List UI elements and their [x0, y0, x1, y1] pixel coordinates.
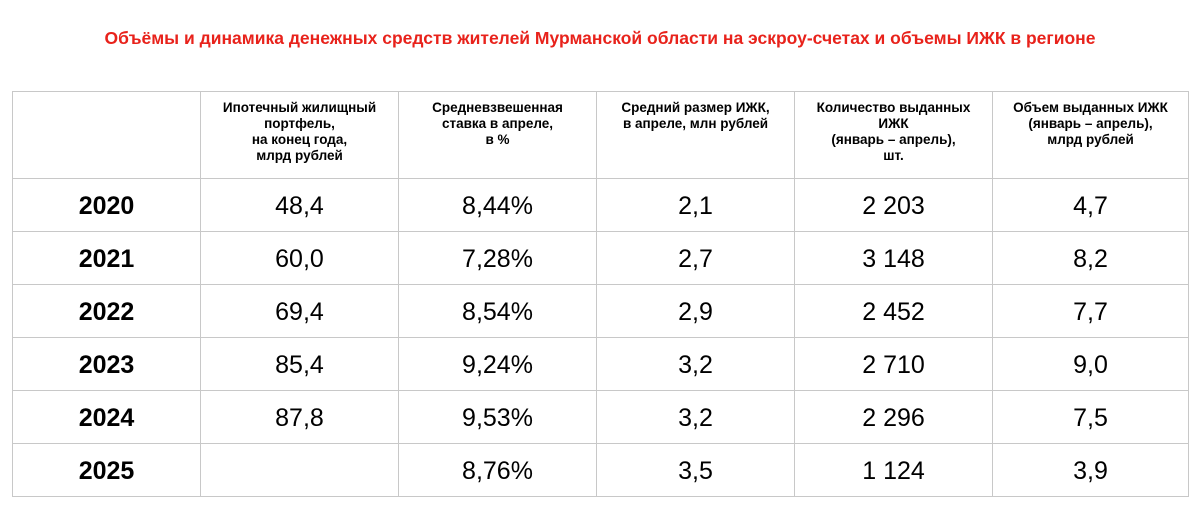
avg-size-cell: 3,2: [596, 337, 795, 391]
rate-cell: 7,28%: [398, 231, 597, 285]
count-cell: 1 124: [794, 443, 993, 497]
portfolio-cell: 85,4: [200, 337, 399, 391]
volume-cell: 7,7: [992, 284, 1189, 338]
header-weighted-rate: Средневзвешенная ставка в апреле, в %: [398, 91, 597, 179]
mortgage-data-table: Ипотечный жилищный портфель, на конец го…: [12, 91, 1189, 497]
count-cell: 2 203: [794, 178, 993, 232]
portfolio-cell: 48,4: [200, 178, 399, 232]
portfolio-cell: [200, 443, 399, 497]
year-cell: 2022: [12, 284, 201, 338]
avg-size-cell: 3,2: [596, 390, 795, 444]
volume-cell: 8,2: [992, 231, 1189, 285]
count-cell: 2 710: [794, 337, 993, 391]
table-row: 2022 69,4 8,54% 2,9 2 452 7,7: [12, 284, 1189, 338]
table-header-row: Ипотечный жилищный портфель, на конец го…: [12, 91, 1189, 179]
table-row: 2024 87,8 9,53% 3,2 2 296 7,5: [12, 390, 1189, 444]
portfolio-cell: 69,4: [200, 284, 399, 338]
table-row: 2020 48,4 8,44% 2,1 2 203 4,7: [12, 178, 1189, 232]
header-average-loan-size: Средний размер ИЖК, в апреле, млн рублей: [596, 91, 795, 179]
header-year: [12, 91, 201, 179]
rate-cell: 9,24%: [398, 337, 597, 391]
avg-size-cell: 3,5: [596, 443, 795, 497]
year-cell: 2020: [12, 178, 201, 232]
avg-size-cell: 2,7: [596, 231, 795, 285]
table-row: 2021 60,0 7,28% 2,7 3 148 8,2: [12, 231, 1189, 285]
header-loans-count: Количество выданных ИЖК (январь – апрель…: [794, 91, 993, 179]
count-cell: 3 148: [794, 231, 993, 285]
table-row: 2025 8,76% 3,5 1 124 3,9: [12, 443, 1189, 497]
header-loans-volume: Объем выданных ИЖК (январь – апрель), мл…: [992, 91, 1189, 179]
rate-cell: 8,76%: [398, 443, 597, 497]
volume-cell: 3,9: [992, 443, 1189, 497]
page-title: Объёмы и динамика денежных средств жител…: [104, 28, 1096, 48]
volume-cell: 7,5: [992, 390, 1189, 444]
year-cell: 2021: [12, 231, 201, 285]
year-cell: 2025: [12, 443, 201, 497]
count-cell: 2 452: [794, 284, 993, 338]
volume-cell: 4,7: [992, 178, 1189, 232]
header-mortgage-portfolio: Ипотечный жилищный портфель, на конец го…: [200, 91, 399, 179]
avg-size-cell: 2,1: [596, 178, 795, 232]
table-row: 2023 85,4 9,24% 3,2 2 710 9,0: [12, 337, 1189, 391]
year-cell: 2023: [12, 337, 201, 391]
count-cell: 2 296: [794, 390, 993, 444]
rate-cell: 8,54%: [398, 284, 597, 338]
year-cell: 2024: [12, 390, 201, 444]
rate-cell: 8,44%: [398, 178, 597, 232]
avg-size-cell: 2,9: [596, 284, 795, 338]
volume-cell: 9,0: [992, 337, 1189, 391]
portfolio-cell: 60,0: [200, 231, 399, 285]
portfolio-cell: 87,8: [200, 390, 399, 444]
rate-cell: 9,53%: [398, 390, 597, 444]
